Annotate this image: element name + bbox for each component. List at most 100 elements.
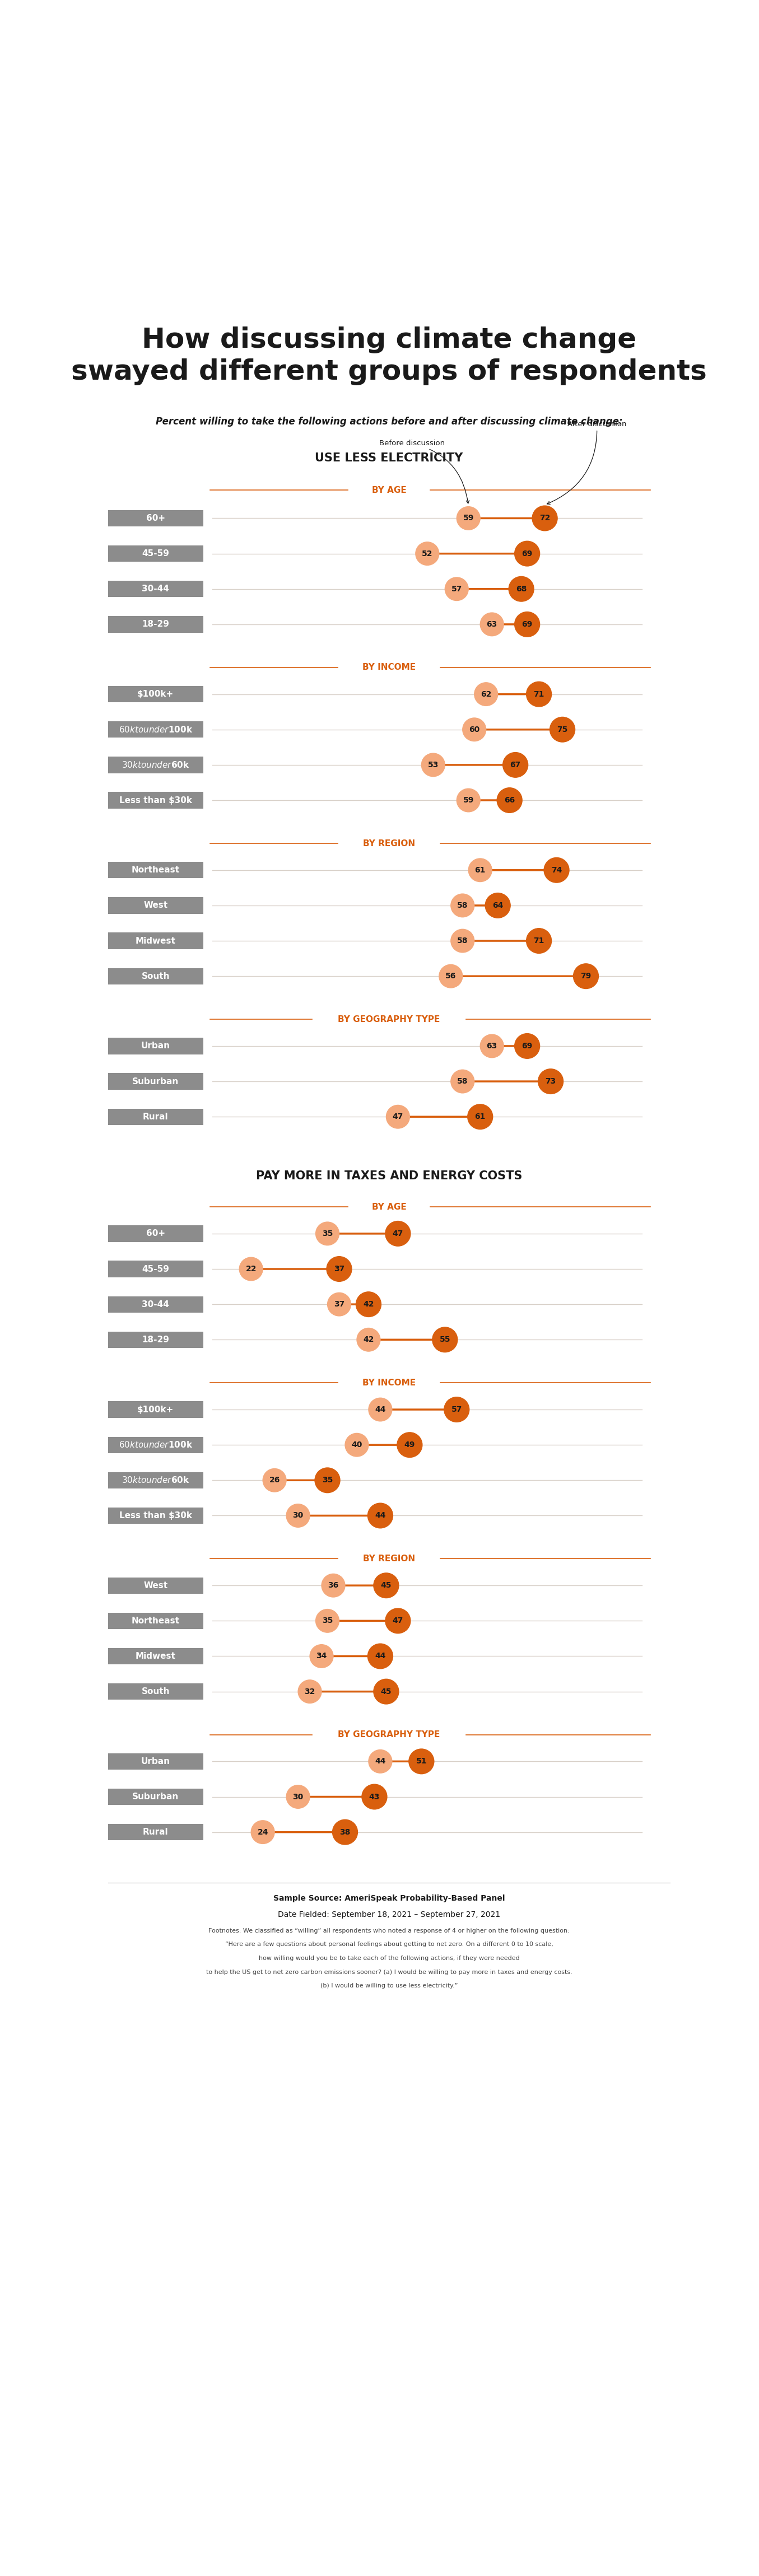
FancyBboxPatch shape [108,1260,203,1278]
Text: 51: 51 [416,1757,427,1765]
Text: 40: 40 [351,1440,362,1448]
Text: (b) I would be willing to use less electricity.”: (b) I would be willing to use less elect… [320,1984,458,1989]
Text: 59: 59 [463,796,474,804]
Circle shape [416,541,439,564]
Text: $100k+: $100k+ [137,1406,174,1414]
Text: 66: 66 [504,796,515,804]
Text: 58: 58 [457,902,468,909]
Text: 57: 57 [452,585,462,592]
Circle shape [322,1574,345,1597]
FancyBboxPatch shape [108,721,203,737]
Text: 35: 35 [322,1618,333,1625]
Text: 53: 53 [428,760,439,768]
Text: 47: 47 [392,1618,403,1625]
Circle shape [397,1432,422,1458]
Text: 30: 30 [293,1512,304,1520]
Circle shape [362,1785,387,1808]
Text: 55: 55 [439,1337,450,1345]
Text: Urban: Urban [141,1041,170,1051]
Text: Footnotes: We classified as “willing” all respondents who noted a response of 4 : Footnotes: We classified as “willing” al… [209,1927,569,1935]
Text: BY INCOME: BY INCOME [362,662,416,672]
Text: 58: 58 [457,938,468,945]
Text: $60k to under $100k: $60k to under $100k [118,724,193,734]
Text: 35: 35 [322,1229,333,1236]
Text: USE LESS ELECTRICITY: USE LESS ELECTRICITY [315,453,463,464]
Text: 75: 75 [557,726,568,734]
Circle shape [316,1610,339,1633]
Text: After discussion: After discussion [547,420,626,505]
Text: 42: 42 [363,1301,374,1309]
Text: 49: 49 [405,1440,415,1448]
Circle shape [538,1069,563,1095]
Circle shape [451,930,474,953]
Circle shape [326,1257,351,1280]
Text: 60+: 60+ [146,515,165,523]
Text: 22: 22 [246,1265,257,1273]
FancyBboxPatch shape [108,1754,203,1770]
Text: 59: 59 [463,515,474,523]
FancyBboxPatch shape [108,1649,203,1664]
Text: 60+: 60+ [146,1229,165,1239]
Text: Midwest: Midwest [136,938,176,945]
Circle shape [386,1221,411,1247]
Circle shape [451,1069,474,1092]
Text: 18-29: 18-29 [142,621,169,629]
Text: 61: 61 [474,866,486,873]
FancyBboxPatch shape [108,969,203,984]
Circle shape [386,1105,410,1128]
FancyBboxPatch shape [108,685,203,703]
Text: 58: 58 [457,1077,468,1084]
Text: Date Fielded: September 18, 2021 – September 27, 2021: Date Fielded: September 18, 2021 – Septe… [278,1911,500,1919]
Text: How discussing climate change
swayed different groups of respondents: How discussing climate change swayed dif… [71,327,707,386]
Circle shape [480,613,504,636]
Circle shape [345,1432,369,1455]
FancyBboxPatch shape [108,1682,203,1700]
Text: 68: 68 [516,585,527,592]
Circle shape [369,1399,392,1422]
FancyBboxPatch shape [108,1038,203,1054]
Text: Before discussion: Before discussion [380,440,469,502]
Text: 71: 71 [534,938,544,945]
FancyBboxPatch shape [108,616,203,634]
FancyBboxPatch shape [108,1613,203,1628]
Text: 32: 32 [304,1687,315,1695]
Text: West: West [143,1582,168,1589]
FancyBboxPatch shape [108,1074,203,1090]
Text: 30: 30 [293,1793,304,1801]
Text: 43: 43 [369,1793,380,1801]
Circle shape [316,1221,339,1244]
FancyBboxPatch shape [108,546,203,562]
Text: 52: 52 [422,549,433,556]
Text: South: South [141,971,170,981]
Circle shape [485,894,510,917]
Text: 44: 44 [375,1406,386,1414]
Circle shape [515,541,540,567]
Circle shape [367,1643,393,1669]
Text: 63: 63 [487,621,497,629]
Circle shape [526,927,552,953]
Text: 62: 62 [480,690,492,698]
Text: 61: 61 [474,1113,486,1121]
Text: 67: 67 [510,760,521,768]
FancyBboxPatch shape [108,791,203,809]
Circle shape [573,963,599,989]
Text: $60k to under $100k: $60k to under $100k [118,1440,193,1450]
Circle shape [373,1574,398,1597]
Circle shape [421,752,445,775]
Text: 42: 42 [363,1337,374,1345]
Text: 26: 26 [269,1476,280,1484]
Circle shape [468,1105,493,1128]
Circle shape [263,1468,286,1492]
Text: 56: 56 [446,971,456,979]
FancyBboxPatch shape [108,580,203,598]
Text: how willing would you be to take each of the following actions, if they were nee: how willing would you be to take each of… [259,1955,519,1960]
Text: 45: 45 [381,1582,392,1589]
Text: 71: 71 [534,690,544,698]
FancyBboxPatch shape [108,1507,203,1525]
Text: Rural: Rural [143,1829,168,1837]
Text: $100k+: $100k+ [137,690,174,698]
FancyBboxPatch shape [108,1332,203,1347]
Text: PAY MORE IN TAXES AND ENERGY COSTS: PAY MORE IN TAXES AND ENERGY COSTS [256,1170,522,1182]
Text: Less than $30k: Less than $30k [119,796,192,804]
Circle shape [444,1396,469,1422]
